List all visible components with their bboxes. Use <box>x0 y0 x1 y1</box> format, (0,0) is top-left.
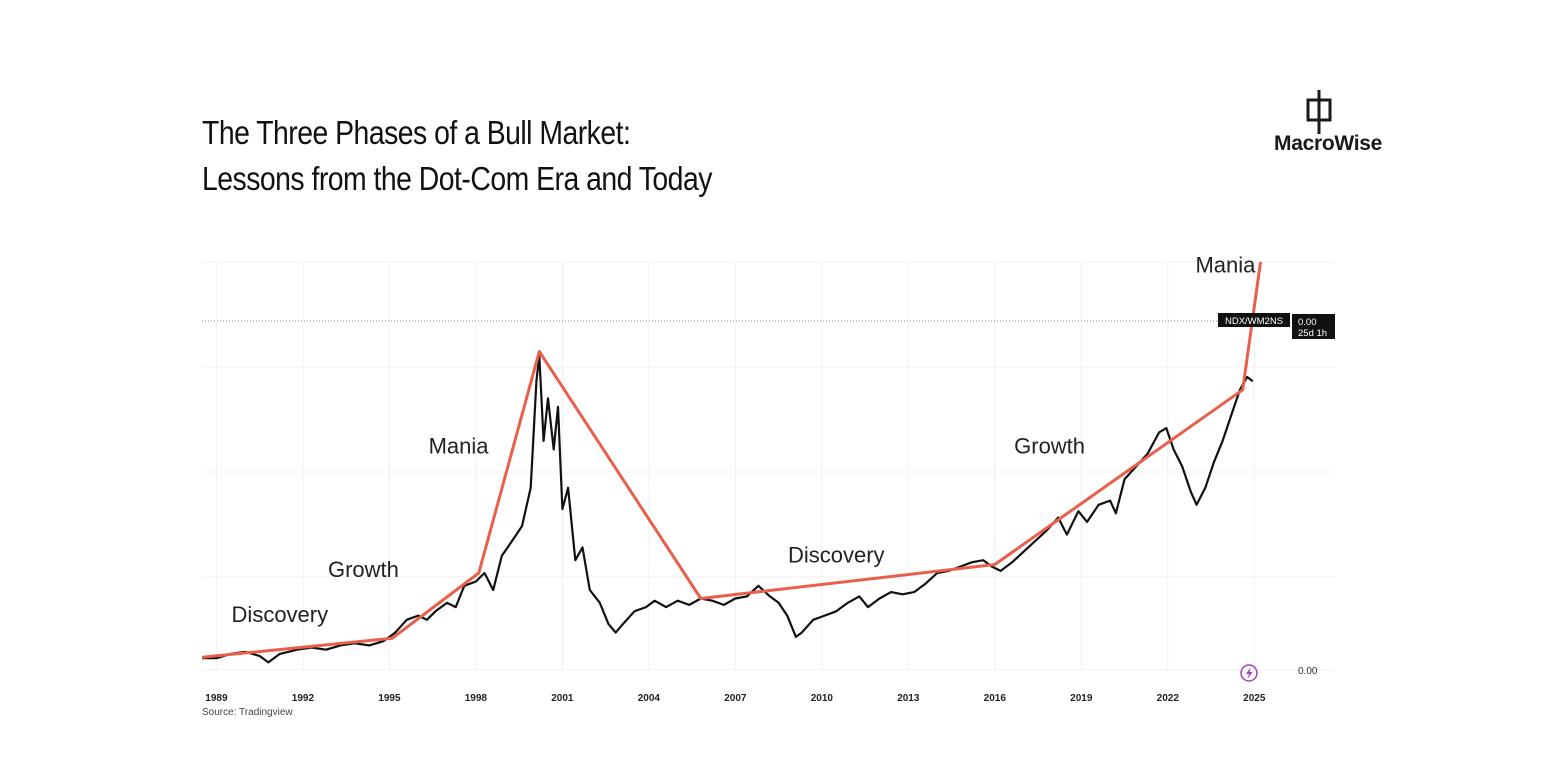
candlestick-icon <box>1306 90 1332 134</box>
phase-label-mania-2: Mania <box>429 434 490 459</box>
right-axis-label: 0.00 <box>1298 666 1318 677</box>
title-block: The Three Phases of a Bull Market: Lesso… <box>202 110 795 202</box>
x-tick-label-2022: 2022 <box>1157 693 1180 704</box>
x-tick-label-2013: 2013 <box>897 693 920 704</box>
lightning-icon-bolt <box>1246 667 1253 679</box>
phase-label-growth-4: Growth <box>1014 434 1085 459</box>
x-tick-label-2004: 2004 <box>638 693 661 704</box>
price-series-line <box>202 354 1254 664</box>
x-tick-label-1992: 1992 <box>292 693 315 704</box>
lightning-icon <box>1240 664 1258 682</box>
page-title-line-2: Lessons from the Dot-Com Era and Today <box>202 160 712 197</box>
source-note: Source: Tradingview <box>202 707 293 718</box>
price-tag-value: 0.00 <box>1298 317 1317 328</box>
macrowise-logo: MacroWise <box>1272 90 1396 160</box>
price-tag-time: 25d 1h <box>1298 328 1327 339</box>
price-tag <box>1292 314 1335 339</box>
x-tick-label-2025: 2025 <box>1243 693 1266 704</box>
x-tick-label-2019: 2019 <box>1070 693 1093 704</box>
x-tick-label-2010: 2010 <box>811 693 834 704</box>
phase-label-growth-1: Growth <box>328 557 399 582</box>
x-tick-label-2016: 2016 <box>984 693 1007 704</box>
phase-label-discovery-0: Discovery <box>232 602 329 627</box>
phase-label-mania-5: Mania <box>1195 253 1256 278</box>
logo-text: MacroWise <box>1274 132 1382 155</box>
phase-label-discovery-3: Discovery <box>788 542 885 567</box>
x-tick-label-1989: 1989 <box>205 693 228 704</box>
lightning-icon-ring <box>1240 664 1258 682</box>
x-tick-label-2007: 2007 <box>724 693 747 704</box>
phase-trend-line <box>202 262 1263 659</box>
x-tick-label-2001: 2001 <box>551 693 574 704</box>
symbol-badge <box>1218 313 1290 327</box>
x-tick-label-1995: 1995 <box>378 693 401 704</box>
page-title-line-1: The Three Phases of a Bull Market: <box>202 114 631 151</box>
symbol-label: NDX/WM2NS <box>1225 316 1283 327</box>
x-tick-label-1998: 1998 <box>465 693 488 704</box>
